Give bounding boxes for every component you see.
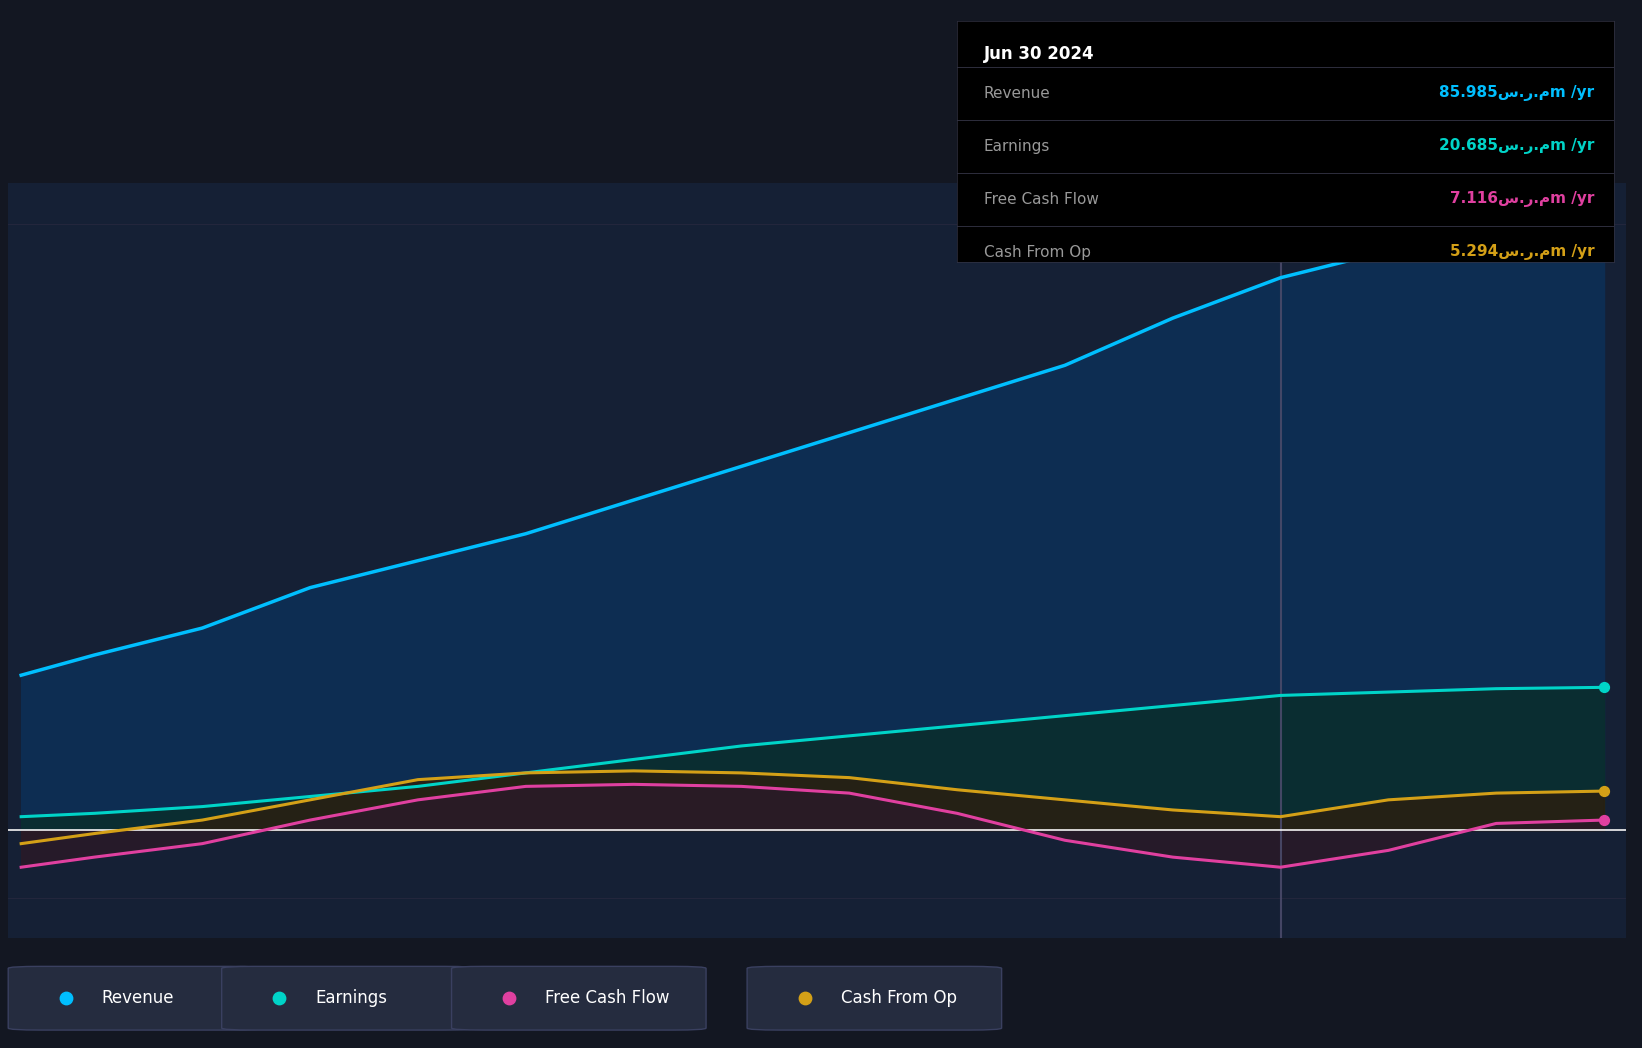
- FancyBboxPatch shape: [222, 966, 476, 1030]
- Text: Free Cash Flow: Free Cash Flow: [545, 989, 670, 1007]
- Point: [1591, 679, 1617, 696]
- Text: Revenue: Revenue: [102, 989, 174, 1007]
- Point: [1591, 811, 1617, 828]
- Text: Jun 30 2024: Jun 30 2024: [984, 45, 1094, 63]
- Text: Cash From Op: Cash From Op: [841, 989, 957, 1007]
- FancyBboxPatch shape: [8, 966, 263, 1030]
- Point: [496, 989, 522, 1006]
- Point: [791, 989, 818, 1006]
- FancyBboxPatch shape: [747, 966, 1002, 1030]
- Point: [266, 989, 292, 1006]
- Text: 20.685س.ر.مm /yr: 20.685س.ر.مm /yr: [1438, 138, 1594, 154]
- Point: [53, 989, 79, 1006]
- Text: Earnings: Earnings: [315, 989, 388, 1007]
- FancyBboxPatch shape: [452, 966, 706, 1030]
- Point: [1591, 222, 1617, 239]
- Text: 7.116س.ر.مm /yr: 7.116س.ر.مm /yr: [1450, 192, 1594, 208]
- Point: [1591, 783, 1617, 800]
- Text: Earnings: Earnings: [984, 138, 1049, 154]
- Text: 5.294س.ر.مm /yr: 5.294س.ر.مm /yr: [1450, 244, 1594, 260]
- Text: Past  ▶: Past ▶: [1543, 217, 1604, 232]
- Text: Cash From Op: Cash From Op: [984, 245, 1090, 260]
- Text: 85.985س.ر.مm /yr: 85.985س.ر.مm /yr: [1440, 85, 1594, 102]
- Text: Revenue: Revenue: [984, 86, 1051, 101]
- Text: Free Cash Flow: Free Cash Flow: [984, 192, 1098, 206]
